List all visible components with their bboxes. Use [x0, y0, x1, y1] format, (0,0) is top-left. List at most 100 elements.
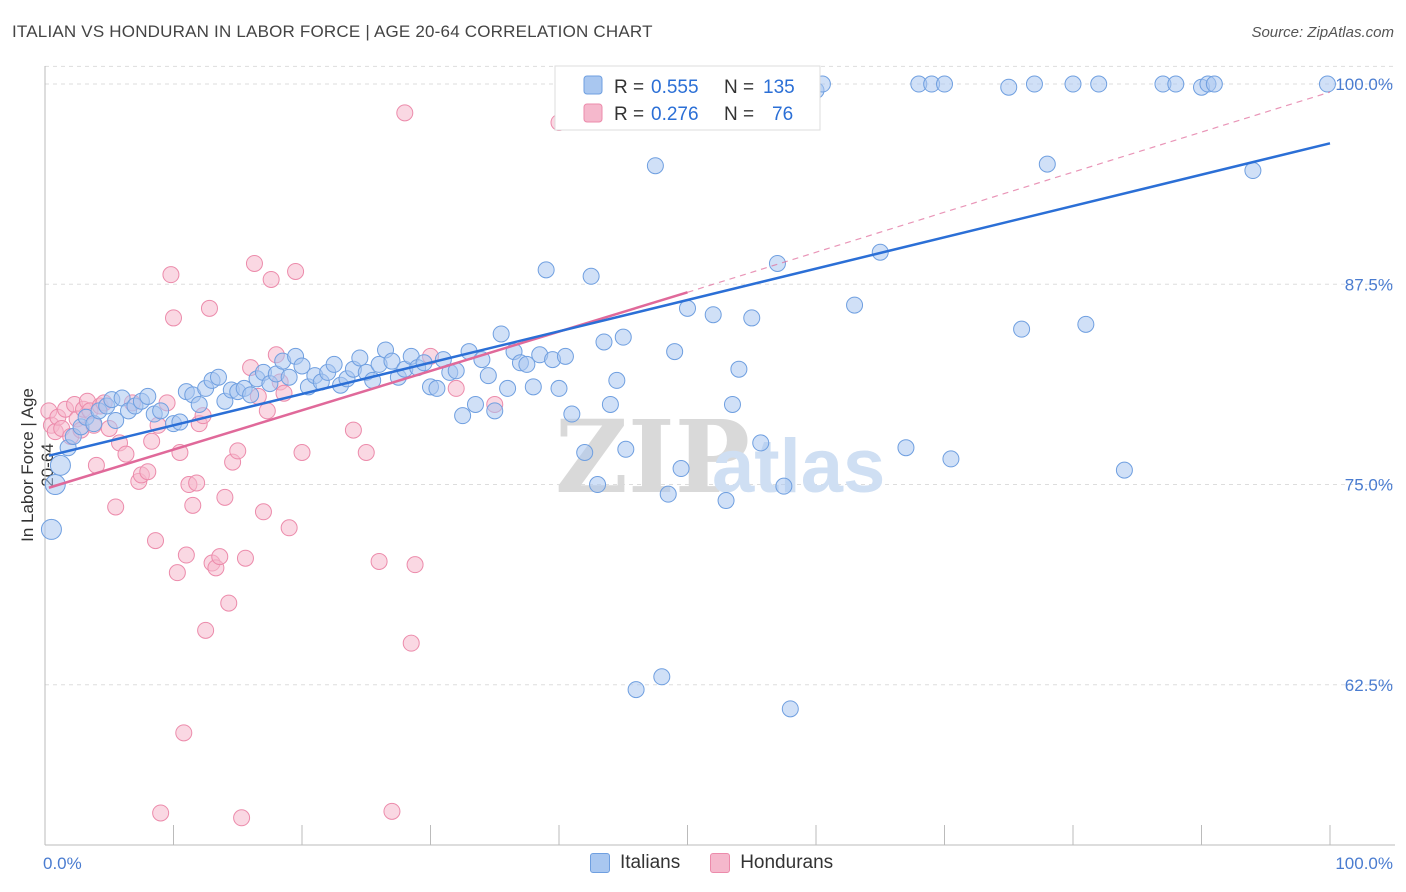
honduran-point: [168, 564, 186, 582]
legend-r-value-italians: 0.555: [651, 77, 699, 98]
italian-point: [775, 477, 793, 495]
bottom-legend: Italians Hondurans: [590, 852, 851, 874]
honduran-point: [254, 503, 272, 521]
italian-point: [107, 411, 125, 429]
italian-point: [595, 333, 613, 351]
honduran-point: [197, 621, 215, 639]
italian-point: [1167, 75, 1185, 93]
italian-point: [1090, 75, 1108, 93]
italian-point: [49, 454, 71, 476]
honduran-point: [262, 270, 280, 288]
legend-r-label-italians: R =: [614, 77, 644, 98]
italian-point: [492, 325, 510, 343]
italian-point: [723, 395, 741, 413]
italian-point: [608, 371, 626, 389]
hondurans-trend-extension: [687, 91, 1331, 293]
italian-point: [1244, 162, 1262, 180]
honduran-point: [245, 254, 263, 272]
italian-point: [666, 343, 684, 361]
italian-point: [659, 485, 677, 503]
honduran-point: [344, 421, 362, 439]
italian-point: [717, 492, 735, 510]
x-tick-label: 100.0%: [1335, 854, 1393, 873]
italian-point: [1013, 320, 1031, 338]
italian-point: [679, 299, 696, 317]
honduran-point: [370, 552, 388, 570]
italian-point: [627, 681, 645, 699]
bottom-legend-italians: Italians: [590, 852, 680, 874]
bottom-legend-label-italians: Italians: [620, 852, 681, 873]
italian-point: [209, 368, 227, 386]
honduran-point: [357, 444, 375, 461]
honduran-point: [216, 488, 234, 506]
italian-point: [589, 476, 607, 494]
italian-point: [280, 368, 298, 386]
honduran-point: [188, 474, 206, 492]
italian-point: [242, 386, 260, 404]
honduran-point: [233, 809, 251, 827]
chart-source: Source: ZipAtlas.com: [1251, 24, 1394, 41]
watermark: ZIP atlas: [555, 398, 885, 516]
legend-r-value-hondurans: 0.276: [651, 104, 699, 125]
bottom-legend-hondurans: Hondurans: [710, 852, 833, 874]
italian-point: [190, 395, 208, 413]
italian-point: [646, 157, 664, 175]
italian-point: [293, 357, 311, 375]
italian-point: [383, 352, 401, 370]
legend-box: R = 0.555 N = 135 R = 0.276 N = 76: [554, 65, 821, 131]
legend-n-value-italians: 135: [763, 77, 795, 98]
italian-point: [550, 379, 568, 397]
legend-n-label-italians: N =: [724, 77, 754, 98]
watermark-atlas: atlas: [712, 424, 885, 509]
honduran-point: [175, 724, 193, 742]
italian-point: [152, 402, 170, 420]
italian-point: [428, 379, 446, 397]
honduran-point: [165, 309, 182, 327]
italian-point: [351, 349, 369, 367]
italian-point: [524, 378, 542, 396]
honduran-point: [383, 802, 401, 820]
honduran-point: [152, 804, 170, 822]
y-tick-label: 87.5%: [1345, 275, 1393, 294]
honduran-point: [147, 532, 165, 550]
italian-point: [582, 267, 600, 285]
y-tick-label: 62.5%: [1345, 676, 1393, 695]
trend-lines: [48, 91, 1331, 489]
italian-point: [730, 360, 748, 378]
honduran-point: [287, 262, 305, 280]
honduran-point: [406, 556, 424, 574]
italian-point: [601, 395, 619, 413]
italians-points: [40, 75, 1336, 718]
italian-point: [672, 460, 690, 478]
honduran-point: [447, 379, 465, 397]
tick-labels: 100.0% 87.5% 75.0% 62.5% 0.0% 100.0%: [43, 75, 1393, 873]
italian-point: [781, 700, 799, 718]
honduran-point: [200, 299, 218, 317]
y-tick-label: 100.0%: [1335, 75, 1393, 94]
bottom-legend-label-hondurans: Hondurans: [740, 852, 834, 873]
italian-point: [897, 439, 915, 457]
gridlines: [45, 65, 1395, 686]
honduran-point: [402, 634, 420, 652]
honduran-point: [139, 463, 157, 481]
honduran-point: [143, 432, 161, 450]
italian-point: [846, 296, 864, 314]
italian-point: [40, 518, 62, 540]
italian-point: [537, 261, 555, 279]
italian-point: [743, 309, 761, 327]
honduran-point: [220, 594, 238, 612]
italian-point: [704, 306, 722, 324]
italian-point: [1025, 75, 1043, 93]
italian-point: [942, 450, 960, 468]
italian-point: [576, 444, 594, 461]
italian-point: [1115, 461, 1133, 479]
italian-point: [139, 387, 157, 405]
italian-point: [614, 328, 632, 346]
italian-point: [752, 434, 770, 452]
bottom-legend-swatch-hondurans: [710, 853, 731, 873]
honduran-point: [177, 546, 195, 564]
honduran-point: [280, 519, 298, 537]
honduran-point: [184, 496, 202, 514]
italian-point: [1038, 155, 1056, 173]
